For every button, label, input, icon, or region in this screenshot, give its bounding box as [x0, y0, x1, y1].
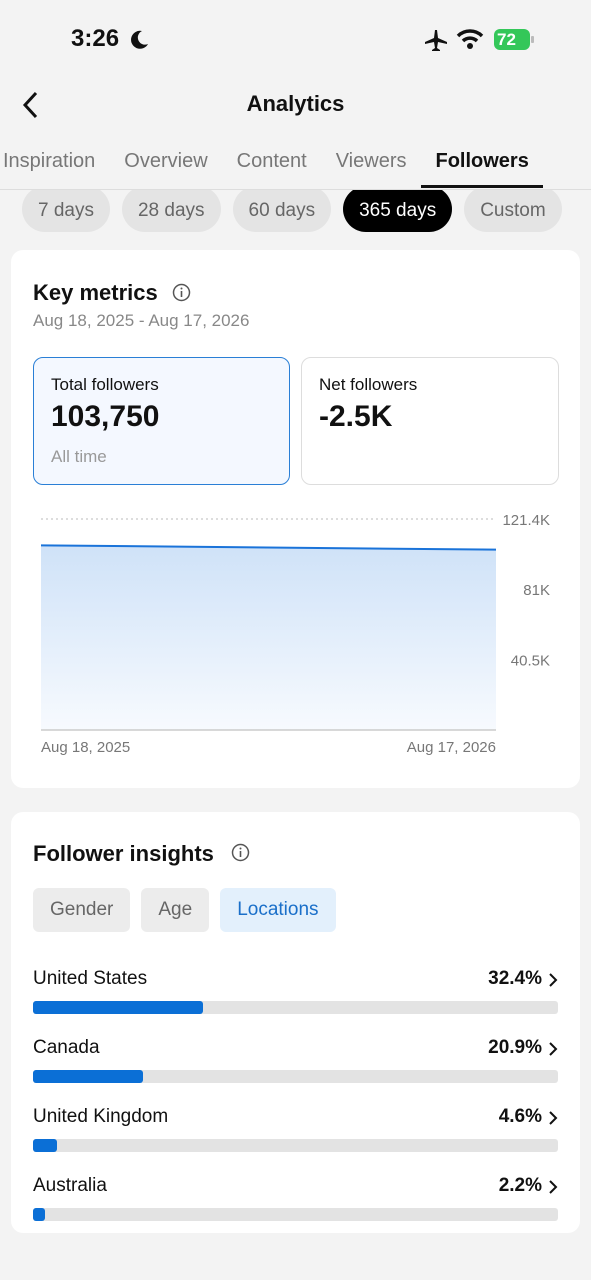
airplane-icon	[425, 30, 447, 51]
chevron-path	[549, 1042, 558, 1056]
insights-card	[11, 812, 580, 1233]
bar	[33, 1208, 45, 1221]
chevron-path	[549, 1111, 558, 1125]
chevron[interactable]	[548, 972, 558, 988]
location-percent: 20.9%	[488, 1037, 542, 1058]
insight-filters: Gender Age Locations	[33, 888, 336, 932]
y-tick-label: 81K	[523, 582, 550, 599]
info-icon[interactable]	[231, 843, 250, 862]
tab[interactable]: Content	[236, 150, 307, 172]
tab[interactable]: Inspiration	[3, 150, 96, 172]
x-tick-label: Aug 18, 2025	[41, 739, 130, 756]
line	[40, 544, 497, 551]
moon-icon	[131, 30, 148, 49]
range-pill[interactable]: 365 days	[343, 186, 453, 232]
location-percent: 32.4%	[488, 968, 542, 989]
y-tick-label: 121.4K	[502, 512, 550, 529]
filter-chip[interactable]: Age	[141, 888, 210, 932]
bar-track	[33, 1070, 558, 1083]
location-name: Australia	[33, 1175, 107, 1196]
range-pill[interactable]: Custom	[464, 186, 562, 232]
metric-note: All time	[51, 447, 107, 466]
chevron[interactable]	[548, 1041, 558, 1057]
range-pill[interactable]: 28 days	[121, 186, 221, 232]
bar	[33, 1070, 143, 1083]
metric-card[interactable]: Net followers -2.5K	[301, 357, 559, 485]
tab[interactable]: Viewers	[335, 150, 407, 172]
range-pill[interactable]: 7 days	[22, 186, 110, 232]
page-title: Analytics	[246, 91, 345, 116]
section-title: Key metrics	[33, 280, 158, 305]
info-icon[interactable]	[172, 283, 191, 302]
y-tick-label: 40.5K	[511, 653, 550, 670]
bar	[33, 1139, 58, 1152]
location-name: United States	[33, 968, 148, 989]
battery-cap	[531, 36, 534, 43]
bar-track	[33, 1208, 558, 1221]
chevron-path	[549, 973, 558, 987]
location-name: Canada	[33, 1037, 100, 1058]
chevron[interactable]	[548, 1110, 558, 1126]
tabs: Inspiration Overview Content Viewers Followe…	[3, 150, 544, 188]
tab[interactable]: Followers	[421, 150, 544, 188]
date-range: Aug 18, 2025 - Aug 17, 2026	[33, 311, 250, 330]
metric-card[interactable]: Total followers 103,750 All time	[33, 357, 290, 485]
tab-bar	[0, 130, 591, 190]
battery-level: 72	[497, 30, 516, 49]
tab[interactable]: Overview	[124, 150, 208, 172]
chevron-path	[549, 1180, 558, 1194]
followers-chart: 121.4K 81K 40.5K Aug 18, 2025 Aug 17, 2026	[40, 512, 550, 756]
chevron[interactable]	[548, 1179, 558, 1195]
bar-track	[33, 1139, 558, 1152]
range-pills: 7 days 28 days 60 days 365 days Custom	[22, 186, 562, 232]
location-percent: 4.6%	[498, 1106, 542, 1127]
metric-value: 103,750	[51, 400, 160, 433]
metric-label: Total followers	[51, 375, 159, 394]
back-button[interactable]	[20, 90, 42, 120]
filter-chip[interactable]: Gender	[33, 888, 131, 932]
range-pill[interactable]: 60 days	[232, 186, 332, 232]
filter-chip[interactable]: Locations	[220, 888, 336, 932]
location-name: United Kingdom	[33, 1106, 169, 1127]
wifi-icon	[456, 29, 484, 49]
status-time: 3:26	[71, 25, 120, 52]
metric-value: -2.5K	[319, 400, 393, 433]
x-tick-label: Aug 17, 2026	[407, 739, 496, 756]
bar	[33, 1001, 204, 1014]
metric-label: Net followers	[319, 375, 418, 394]
area	[41, 545, 496, 730]
battery: 72	[494, 29, 530, 50]
section-title: Follower insights	[33, 841, 214, 866]
location-percent: 2.2%	[498, 1175, 542, 1196]
